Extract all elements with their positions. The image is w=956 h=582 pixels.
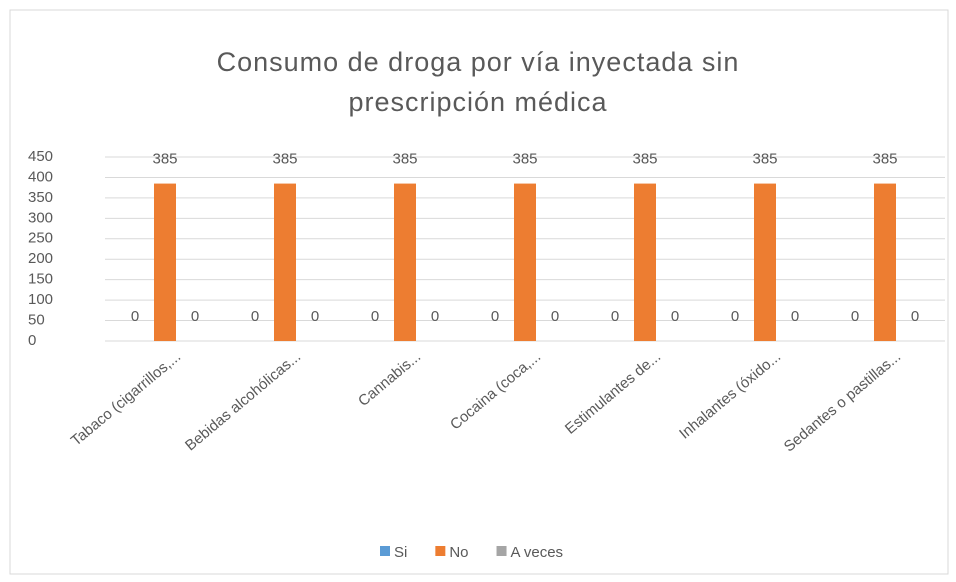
legend-label: No — [449, 544, 468, 561]
data-label: 0 — [251, 308, 259, 325]
data-label: 0 — [731, 308, 739, 325]
bar — [754, 183, 776, 341]
y-tick-label: 50 — [28, 312, 45, 329]
data-label: 0 — [911, 308, 919, 325]
bar — [874, 183, 896, 341]
legend-swatch — [435, 546, 446, 556]
y-tick-label: 0 — [28, 332, 36, 349]
legend-label: A veces — [511, 544, 564, 561]
data-label: 0 — [611, 308, 619, 325]
data-label: 385 — [392, 151, 417, 168]
data-label: 385 — [632, 151, 657, 168]
y-tick-label: 300 — [28, 209, 53, 226]
data-label: 0 — [311, 308, 319, 325]
y-tick-label: 350 — [28, 189, 53, 206]
legend-swatch — [380, 546, 390, 556]
legend-label: Si — [394, 544, 407, 561]
data-label: 0 — [191, 308, 199, 325]
data-label: 0 — [491, 308, 499, 325]
bar — [394, 183, 416, 341]
legend-swatch — [496, 546, 507, 556]
bar — [274, 183, 296, 341]
data-label: 0 — [431, 308, 439, 325]
data-label: 385 — [872, 151, 897, 168]
data-label: 0 — [131, 308, 139, 325]
bar — [514, 183, 536, 341]
y-tick-label: 150 — [28, 271, 53, 288]
data-label: 0 — [671, 308, 679, 325]
y-tick-label: 450 — [28, 148, 53, 165]
bar — [154, 183, 176, 341]
y-tick-label: 200 — [28, 250, 53, 267]
data-label: 0 — [851, 308, 859, 325]
chart-title: Consumo de droga por vía inyectada sin p… — [216, 47, 740, 117]
data-label: 385 — [752, 151, 777, 168]
data-label: 0 — [551, 308, 559, 325]
data-label: 0 — [791, 308, 799, 325]
data-label: 385 — [512, 151, 537, 168]
y-tick-label: 400 — [28, 168, 53, 185]
y-tick-label: 100 — [28, 291, 53, 308]
data-label: 0 — [371, 308, 379, 325]
data-label: 385 — [272, 151, 297, 168]
y-tick-label: 250 — [28, 230, 53, 247]
bar — [634, 183, 656, 341]
data-label: 385 — [152, 151, 177, 168]
